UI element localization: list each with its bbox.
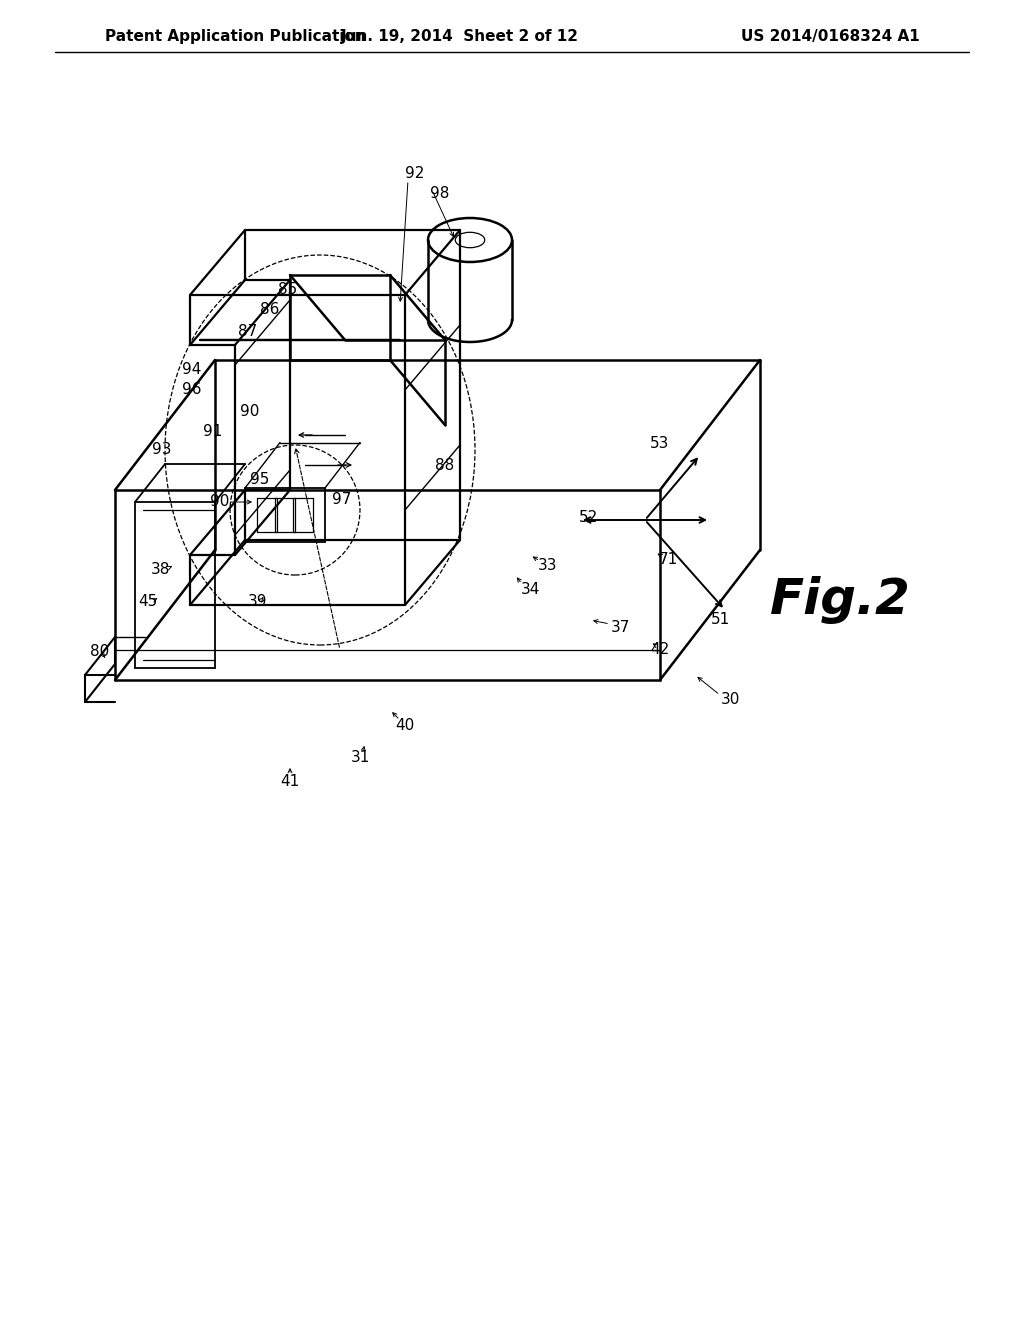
Text: 31: 31 xyxy=(350,751,370,766)
Text: 39: 39 xyxy=(248,594,267,610)
Text: 86: 86 xyxy=(260,302,280,318)
Text: 91: 91 xyxy=(204,425,222,440)
Text: 97: 97 xyxy=(333,492,351,507)
Text: 93: 93 xyxy=(153,442,172,458)
Text: 90: 90 xyxy=(241,404,260,420)
Text: 37: 37 xyxy=(610,620,630,635)
Text: Fig.2: Fig.2 xyxy=(770,576,910,624)
Text: 51: 51 xyxy=(711,612,730,627)
Text: 42: 42 xyxy=(650,643,670,657)
Text: 96: 96 xyxy=(182,383,202,397)
Text: Patent Application Publication: Patent Application Publication xyxy=(105,29,366,45)
Text: 52: 52 xyxy=(579,511,598,525)
Text: 92: 92 xyxy=(406,165,425,181)
Text: 85: 85 xyxy=(279,282,298,297)
Text: 38: 38 xyxy=(151,562,170,578)
Text: 95: 95 xyxy=(250,473,269,487)
Text: 94: 94 xyxy=(182,363,202,378)
Text: 40: 40 xyxy=(395,718,415,733)
Text: 80: 80 xyxy=(90,644,110,660)
Text: US 2014/0168324 A1: US 2014/0168324 A1 xyxy=(741,29,920,45)
Text: 87: 87 xyxy=(239,325,258,339)
Text: 98: 98 xyxy=(430,186,450,201)
Text: 71: 71 xyxy=(658,553,678,568)
Text: 34: 34 xyxy=(520,582,540,598)
Text: 88: 88 xyxy=(435,458,455,473)
Text: 45: 45 xyxy=(138,594,158,610)
Text: 53: 53 xyxy=(650,437,670,451)
Text: Jun. 19, 2014  Sheet 2 of 12: Jun. 19, 2014 Sheet 2 of 12 xyxy=(341,29,579,45)
Text: 33: 33 xyxy=(539,557,558,573)
Text: 30: 30 xyxy=(720,693,739,708)
Text: 90: 90 xyxy=(210,495,229,510)
Text: 41: 41 xyxy=(281,775,300,789)
